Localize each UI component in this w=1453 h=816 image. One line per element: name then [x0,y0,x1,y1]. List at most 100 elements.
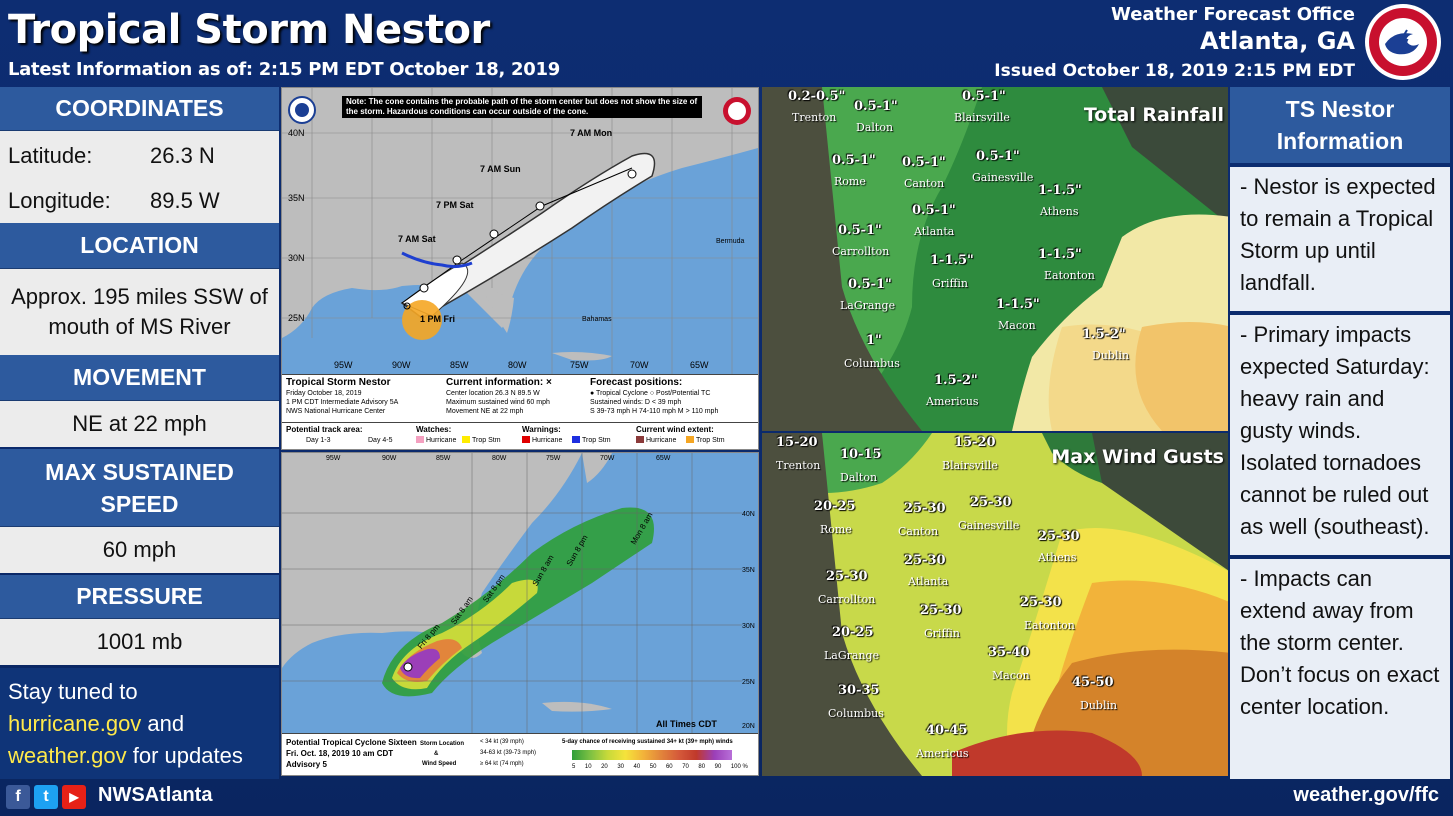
rain-label: 0.5-1" [832,153,876,168]
lon-95w: 95W [334,360,353,370]
wind-city: Athens [1038,551,1077,564]
stay-line1: Stay tuned to [8,679,138,704]
cone-storm-date: Friday October 18, 2019 [286,390,362,397]
wp-k3: ≥ 64 kt (74 mph) [480,761,524,767]
wp-lon-70w: 70W [600,455,615,462]
wind-city: Trenton [776,459,821,472]
info-panel: TS Nestor Information - Nestor is expect… [1230,87,1450,779]
wp-amp: & [434,751,439,757]
wind-city: LaGrange [824,649,880,662]
stay-and: and [141,711,185,736]
social-handle[interactable]: NWSAtlanta [98,784,213,806]
warn-tropstm-swatch [572,436,580,443]
rainfall-map: Total Rainfall 0.2-0.5" 0.5-1" 0.5-1" 0.… [762,87,1228,431]
wind-label: 30-35 [838,683,880,698]
rain-city: Athens [1040,205,1079,218]
wp-lat-35n: 35N [742,567,755,574]
info-item: - Primary impacts expected Saturday: hea… [1230,315,1450,555]
rain-label: 1.5-2" [1082,327,1126,342]
page-title: Tropical Storm Nestor [8,7,490,53]
wp-lon-95w: 95W [326,455,341,462]
cone-storm-adv: 1 PM CDT Intermediate Advisory 5A [286,399,399,406]
cone-forecast-l1: ● Tropical Cyclone ○ Post/Potential TC [590,390,711,397]
weather-gov-link[interactable]: weather.gov [8,743,127,768]
wind-city: Eatonton [1024,619,1075,632]
wind-city: Canton [898,525,939,538]
rain-label: 1-1.5" [1038,183,1082,198]
longitude-value: 89.5 W [150,188,220,213]
location-heading: LOCATION [0,223,279,269]
cone-label-satam: 7 AM Sat [398,234,436,244]
twitter-icon[interactable]: t [34,785,58,809]
legend-warnings: Warnings: [522,425,561,434]
wind-label: 20-25 [814,499,856,514]
wind-probability-map: Mon 8 am Sun 8 pm Sun 8 am Sat 8 pm Sat … [281,452,759,776]
issued-time: Issued October 18, 2019 2:15 PM EDT [994,61,1355,81]
wind-label: 20-25 [832,625,874,640]
wp-scale-v: 5 [572,764,576,770]
nws-small-logo-icon [723,97,751,125]
wind-label: 10-15 [840,447,882,462]
wp-scale-v: 40 [633,764,641,770]
wind-city: Carrollton [818,593,876,606]
watch-tropstm: Trop Stm [472,437,501,444]
left-panel: COORDINATES Latitude: 26.3 N Longitude: … [0,87,279,779]
warn-hurricane: Hurricane [532,437,563,444]
wind-city: Macon [992,669,1030,682]
rain-city: Gainesville [972,171,1034,184]
wind-city: Atlanta [908,575,949,588]
legend-day45: Day 4-5 [368,437,393,444]
office-line1: Weather Forecast Office [1110,4,1355,25]
bahamas-label: Bahamas [582,316,612,323]
info-item: - Impacts can extend away from the storm… [1230,559,1450,779]
cone-current-loc: Center location 26.3 N 89.5 W [446,390,540,397]
wind-gust-graphic [762,433,1228,776]
lon-85w: 85W [450,360,469,370]
wind-label: 25-30 [920,603,962,618]
lon-65w: 65W [690,360,709,370]
wind-city: Dublin [1080,699,1118,712]
wind-label: 25-30 [826,569,868,584]
wind-label: 45-50 [1072,675,1114,690]
wp-lat-20n: 20N [742,723,755,730]
rain-label: 0.2-0.5" [788,89,846,104]
nws-logo-icon [1365,4,1441,80]
wind-label: 15-20 [776,435,818,450]
wind-prob-footer: Potential Tropical Cyclone Sixteen Fri. … [282,733,758,775]
rain-label: 1-1.5" [1038,247,1082,262]
longitude-label: Longitude: [8,188,111,213]
cone-label-mon: 7 AM Mon [570,128,613,138]
rain-label: 0.5-1" [976,149,1020,164]
rain-city: Rome [834,175,866,188]
cone-forecast-l2: Sustained winds: D < 39 mph [590,399,682,406]
lon-75w: 75W [570,360,589,370]
extent-hurricane: Hurricane [646,437,677,444]
latitude-label: Latitude: [8,143,93,168]
cone-note: Note: The cone contains the probable pat… [342,96,702,118]
site-link[interactable]: weather.gov/ffc [1293,784,1439,806]
wp-k2: 34-63 kt (39-73 mph) [480,750,537,756]
facebook-icon[interactable]: f [6,785,30,809]
rain-city: Trenton [792,111,837,124]
stay-tail: for updates [126,743,243,768]
watch-tropstm-swatch [462,436,470,443]
noaa-logo-icon [288,96,316,124]
wp-scale-v: 20 [601,764,608,770]
rain-label: 1" [866,333,882,348]
rain-label: 0.5-1" [838,223,882,238]
pressure-text: 1001 mb [0,619,279,665]
youtube-icon[interactable]: ▶ [62,785,86,809]
wind-label: 35-40 [988,645,1030,660]
watch-hurricane-swatch [416,436,424,443]
hurricane-gov-link[interactable]: hurricane.gov [8,711,142,736]
location-text: Approx. 195 miles SSW of mouth of MS Riv… [0,269,279,355]
rain-label: 1.5-2" [934,373,978,388]
wp-scale-bar [572,750,732,760]
wp-footer-l1: Potential Tropical Cyclone Sixteen [286,738,417,747]
cone-current-move: Movement NE at 22 mph [446,408,524,415]
rain-city: Carrollton [832,245,890,258]
rainfall-title: Total Rainfall [1083,104,1224,126]
legend-watches: Watches: [416,425,452,434]
cone-forecast-title: Forecast positions: [590,377,683,388]
lat-40n: 40N [288,128,305,138]
